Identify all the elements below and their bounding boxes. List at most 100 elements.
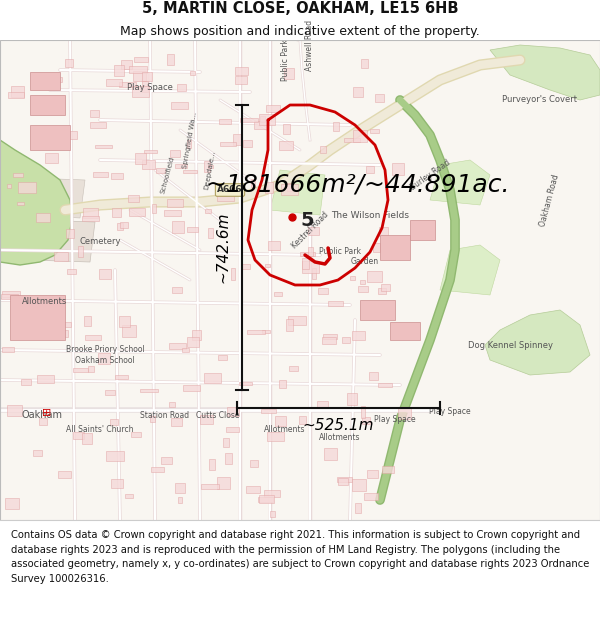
Bar xyxy=(112,208,121,217)
Bar xyxy=(13,173,23,178)
Bar xyxy=(122,325,136,337)
Bar xyxy=(358,286,368,292)
Bar xyxy=(152,204,156,212)
Bar xyxy=(366,166,374,173)
Bar xyxy=(118,223,123,230)
Bar xyxy=(106,79,122,86)
Bar xyxy=(125,494,133,498)
Bar xyxy=(259,114,275,125)
Bar xyxy=(361,59,368,68)
Bar xyxy=(262,329,270,333)
Bar xyxy=(182,386,200,391)
Bar xyxy=(110,419,118,425)
Bar xyxy=(247,486,260,493)
Bar xyxy=(352,479,366,491)
Bar xyxy=(254,121,268,129)
Bar xyxy=(172,221,184,232)
Bar xyxy=(317,401,328,408)
Bar xyxy=(170,150,180,158)
Bar xyxy=(200,415,213,424)
Bar xyxy=(175,483,185,492)
Text: Contains OS data © Crown copyright and database right 2021. This information is : Contains OS data © Crown copyright and d… xyxy=(11,531,589,584)
Bar xyxy=(337,476,352,482)
Polygon shape xyxy=(490,45,600,100)
Bar xyxy=(85,336,101,339)
Bar xyxy=(111,173,123,179)
Bar xyxy=(133,71,146,81)
Bar xyxy=(1,294,19,299)
Text: Cemetery: Cemetery xyxy=(79,238,121,246)
Text: ~525.1m: ~525.1m xyxy=(303,419,374,434)
Bar xyxy=(183,170,197,173)
Bar xyxy=(378,383,392,386)
Bar xyxy=(134,57,148,62)
Text: Ashwell Road: Ashwell Road xyxy=(305,19,314,71)
Bar xyxy=(380,235,410,260)
Bar xyxy=(2,291,20,297)
Text: Deepdale...: Deepdale... xyxy=(203,150,217,190)
Bar xyxy=(164,211,181,216)
Bar xyxy=(99,269,110,279)
Bar xyxy=(209,459,215,470)
Bar xyxy=(300,253,315,256)
Bar xyxy=(88,366,94,372)
Text: Schoolfield: Schoolfield xyxy=(160,156,176,194)
Bar xyxy=(169,343,185,349)
Text: Play Space: Play Space xyxy=(429,408,471,416)
Text: 5: 5 xyxy=(300,211,314,229)
Bar xyxy=(232,268,235,280)
Bar xyxy=(46,153,58,163)
Bar xyxy=(131,432,142,437)
Bar xyxy=(140,389,158,392)
Bar xyxy=(5,498,19,509)
Text: Public Park: Public Park xyxy=(281,39,290,81)
Bar xyxy=(364,492,378,500)
Bar xyxy=(284,68,294,79)
Text: Burley Road: Burley Road xyxy=(409,158,452,192)
Text: 5, MARTIN CLOSE, OAKHAM, LE15 6HB: 5, MARTIN CLOSE, OAKHAM, LE15 6HB xyxy=(142,1,458,16)
Bar xyxy=(129,66,147,73)
Bar xyxy=(142,160,155,169)
Text: Dog Kennel Spinney: Dog Kennel Spinney xyxy=(467,341,553,349)
Bar xyxy=(302,261,319,273)
Bar xyxy=(8,92,25,98)
Bar xyxy=(98,353,110,364)
Text: Allotments: Allotments xyxy=(22,298,68,306)
Bar xyxy=(201,484,219,489)
Bar xyxy=(270,511,275,518)
Bar xyxy=(30,72,60,90)
Bar xyxy=(91,122,106,128)
Bar xyxy=(281,184,298,194)
Text: A606: A606 xyxy=(217,186,243,194)
Bar xyxy=(150,416,155,421)
Bar xyxy=(274,292,283,296)
Bar xyxy=(250,460,258,467)
Bar xyxy=(142,81,148,92)
Bar xyxy=(136,153,146,164)
Bar xyxy=(115,375,128,379)
Bar xyxy=(83,208,98,219)
Text: ~181666m²/~44.891ac.: ~181666m²/~44.891ac. xyxy=(205,173,509,197)
Bar xyxy=(187,337,199,348)
Bar xyxy=(247,330,265,334)
Text: Public Park: Public Park xyxy=(319,248,361,256)
Bar xyxy=(204,161,209,172)
Bar xyxy=(30,125,70,150)
Bar xyxy=(223,438,229,447)
Bar xyxy=(226,427,239,432)
Bar xyxy=(129,208,145,216)
Bar xyxy=(205,209,211,213)
Bar xyxy=(239,382,252,385)
Text: ⊞: ⊞ xyxy=(43,408,52,418)
Bar xyxy=(350,276,355,281)
Bar xyxy=(68,131,77,139)
Bar xyxy=(267,432,284,441)
Bar xyxy=(172,418,182,426)
Bar xyxy=(54,252,68,261)
Bar xyxy=(362,417,370,424)
Bar xyxy=(308,227,319,236)
Bar xyxy=(217,478,230,489)
Bar xyxy=(156,168,165,172)
Bar xyxy=(302,258,308,269)
Polygon shape xyxy=(485,310,590,375)
